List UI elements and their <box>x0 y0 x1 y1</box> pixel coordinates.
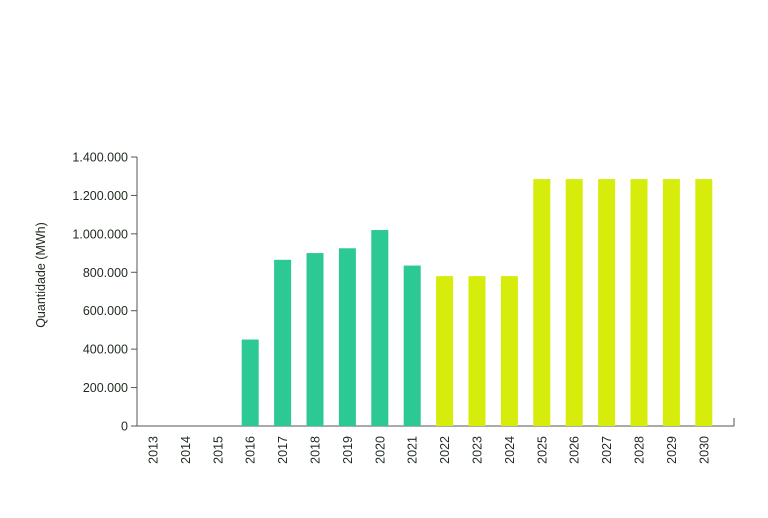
y-tick-label: 400.000 <box>83 343 128 357</box>
x-tick-label-2020: 2020 <box>373 436 387 464</box>
bar-2028 <box>630 179 648 426</box>
bars-group <box>241 179 713 426</box>
x-tick-label-2018: 2018 <box>309 436 323 464</box>
y-axis-title: Quantidade (MWh) <box>34 222 48 328</box>
y-tick-label: 0 <box>121 420 128 434</box>
x-tick-label-2025: 2025 <box>535 436 549 464</box>
bar-2021 <box>403 265 421 426</box>
y-tick-label: 800.000 <box>83 266 128 280</box>
bar-2027 <box>598 179 616 426</box>
y-tick-label: 1.400.000 <box>72 151 128 165</box>
x-tick-label-2013: 2013 <box>147 436 161 464</box>
x-axis-ticks: 2013 2014 2015 2016 2017 2018 2019 2020 2021 2022… <box>147 436 712 464</box>
bar-2017 <box>274 259 292 426</box>
y-tick-label: 1.000.000 <box>72 227 128 241</box>
bar-2022 <box>436 276 454 426</box>
x-tick-label-2028: 2028 <box>633 436 647 464</box>
x-tick-label-2019: 2019 <box>341 436 355 464</box>
y-tick-label: 1.200.000 <box>72 189 128 203</box>
bar-2018 <box>306 253 324 426</box>
x-tick-label-2022: 2022 <box>438 436 452 464</box>
bar-2026 <box>565 179 583 426</box>
x-tick-label-2021: 2021 <box>406 436 420 464</box>
x-tick-label-2023: 2023 <box>471 436 485 464</box>
bar-2023 <box>468 276 486 426</box>
bar-2024 <box>500 276 518 426</box>
y-tick-label: 200.000 <box>83 381 128 395</box>
x-tick-label-2027: 2027 <box>600 436 614 464</box>
bar-2020 <box>371 230 389 426</box>
x-tick-label-2029: 2029 <box>665 436 679 464</box>
x-tick-label-2016: 2016 <box>244 436 258 464</box>
x-tick-label-2030: 2030 <box>697 436 711 464</box>
bar-2019 <box>338 248 356 426</box>
bar-2029 <box>662 179 680 426</box>
bar-2030 <box>695 179 713 426</box>
y-axis-ticks: 0 200.000 400.000 600.000 800.000 1.000.000 1.… <box>72 151 137 434</box>
x-tick-label-2026: 2026 <box>568 436 582 464</box>
bar-2025 <box>533 179 551 426</box>
x-tick-label-2015: 2015 <box>211 436 225 464</box>
bar-2016 <box>241 339 259 426</box>
x-tick-label-2014: 2014 <box>179 436 193 464</box>
y-tick-label: 600.000 <box>83 304 128 318</box>
x-tick-label-2017: 2017 <box>276 436 290 464</box>
x-tick-label-2024: 2024 <box>503 436 517 464</box>
